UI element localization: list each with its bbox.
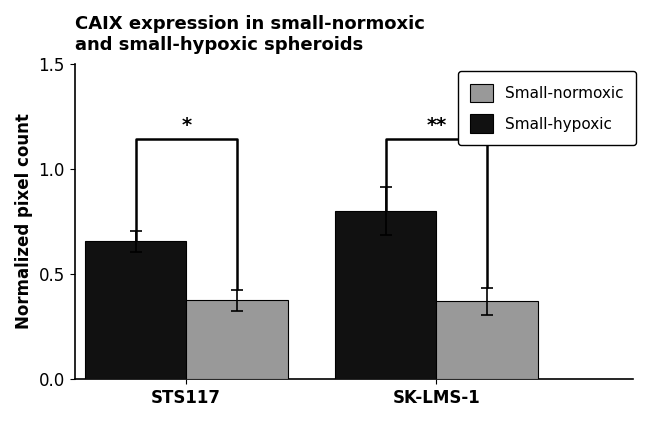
Legend: Small-normoxic, Small-hypoxic: Small-normoxic, Small-hypoxic [458,71,636,145]
Text: **: ** [426,116,447,135]
Bar [335,211,436,379]
Y-axis label: Normalized pixel count: Normalized pixel count [15,114,33,330]
Text: *: * [181,116,191,135]
Bar [187,300,288,379]
Bar [436,301,538,379]
Text: CAIX expression in small-normoxic
and small-hypoxic spheroids: CAIX expression in small-normoxic and sm… [75,15,424,54]
Bar [84,241,187,379]
